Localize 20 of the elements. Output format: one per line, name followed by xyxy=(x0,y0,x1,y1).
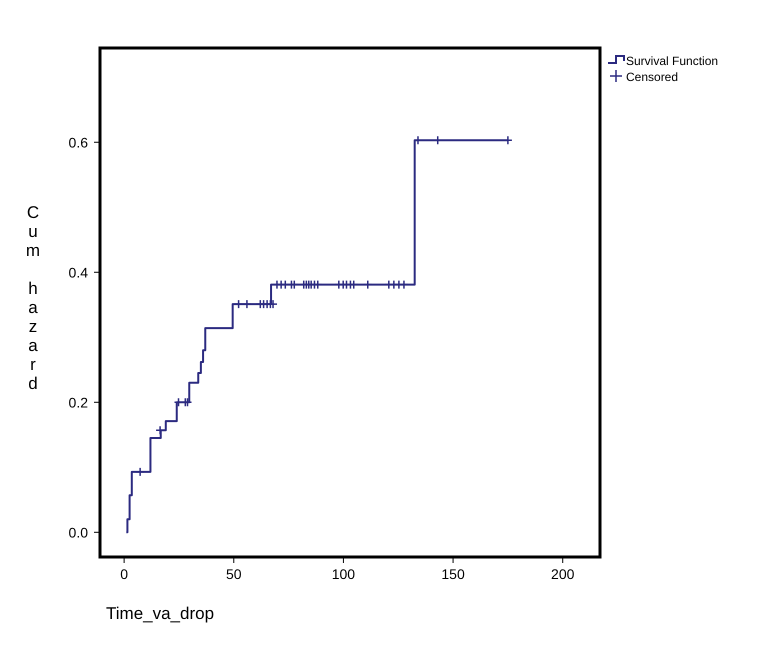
point xyxy=(280,280,290,290)
legend-label: Censored xyxy=(626,70,678,84)
x-tick-label: 200 xyxy=(551,566,575,582)
x-tick-label: 0 xyxy=(120,566,128,582)
point xyxy=(135,467,145,477)
y-tick-label: 0.4 xyxy=(68,264,88,280)
x-tick-label: 50 xyxy=(226,566,242,582)
point xyxy=(242,299,252,309)
x-tick-label: 100 xyxy=(332,566,356,582)
text: Cum hazard xyxy=(26,203,40,393)
y-tick-label: 0.6 xyxy=(68,134,88,150)
point xyxy=(363,280,373,290)
legend-label: Survival Function xyxy=(626,54,718,68)
x-axis-title: Time_va_drop xyxy=(106,604,214,623)
point xyxy=(399,280,409,290)
x-tick-label: 150 xyxy=(441,566,465,582)
y-tick-label: 0.0 xyxy=(68,524,88,540)
point xyxy=(234,299,244,309)
point xyxy=(268,299,278,309)
y-tick-label: 0.2 xyxy=(68,394,88,410)
